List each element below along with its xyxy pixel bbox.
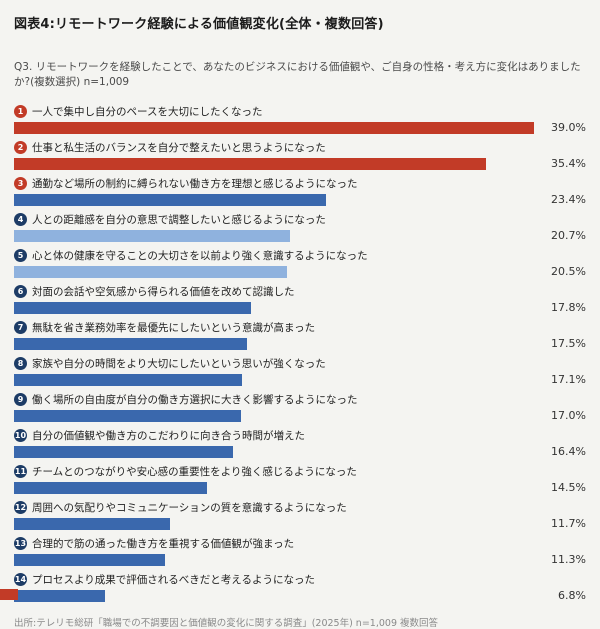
rank-badge: 6 — [14, 285, 27, 298]
bar — [14, 157, 486, 170]
rank-badge: 8 — [14, 357, 27, 370]
report-page: 図表4:リモートワーク経験による価値観変化(全体・複数回答) Q3. リモートワ… — [14, 17, 586, 629]
category-label: 周囲への気配りやコミュニケーションの質を意識するようになった — [32, 502, 347, 514]
bar-track — [14, 481, 534, 494]
category-label: 人との距離感を自分の意思で調整したいと感じるようになった — [32, 214, 326, 226]
category-label: 家族や自分の時間をより大切にしたいという思いが強くなった — [32, 358, 326, 370]
bar — [14, 373, 242, 386]
chart-row: 13 合理的で筋の通った働き方を重視する価値観が強まった 11.3% — [14, 536, 586, 566]
category-label: 対面の会話や空気感から得られる価値を改めて認識した — [32, 286, 295, 298]
rank-badge: 1 — [14, 105, 27, 118]
rank-badge: 3 — [14, 177, 27, 190]
question-text: Q3. リモートワークを経験したことで、あなたのビジネスにおける価値観や、ご自身… — [14, 61, 581, 88]
value-label: 11.7% — [551, 517, 586, 530]
bar-track — [14, 589, 534, 602]
rank-badge: 5 — [14, 249, 27, 262]
chart-row: 14 プロセスより成果で評価されるべきだと考えるようになった 6.8% — [14, 572, 586, 602]
bar-track — [14, 229, 534, 242]
bar-track — [14, 517, 534, 530]
value-label: 35.4% — [551, 157, 586, 170]
chart-row: 2 仕事と私生活のバランスを自分で整えたいと思うようになった 35.4% — [14, 140, 586, 170]
bar — [14, 265, 288, 278]
rank-badge: 11 — [14, 465, 27, 478]
chart-row: 6 対面の会話や空気感から得られる価値を改めて認識した 17.8% — [14, 284, 586, 314]
bar-track — [14, 373, 534, 386]
category-label: 合理的で筋の通った働き方を重視する価値観が強まった — [32, 538, 295, 550]
bar — [14, 193, 326, 206]
rank-badge: 12 — [14, 501, 27, 514]
bar — [14, 589, 105, 602]
bar-track — [14, 337, 534, 350]
bar-track — [14, 553, 534, 566]
bar-track — [14, 301, 534, 314]
value-label: 17.1% — [551, 373, 586, 386]
category-label: チームとのつながりや安心感の重要性をより強く感じるようになった — [32, 466, 357, 478]
value-label: 11.3% — [551, 553, 586, 566]
category-label: 仕事と私生活のバランスを自分で整えたいと思うようになった — [32, 142, 326, 154]
chart-row: 10 自分の価値観や働き方のこだわりに向き合う時間が増えた 16.4% — [14, 428, 586, 458]
bar — [14, 445, 233, 458]
bar — [14, 229, 290, 242]
bar — [14, 517, 170, 530]
chart-title: 図表4:リモートワーク経験による価値観変化(全体・複数回答) — [14, 17, 384, 32]
chart-row: 7 無駄を省き業務効率を最優先にしたいという意識が高まった 17.5% — [14, 320, 586, 350]
category-label: 自分の価値観や働き方のこだわりに向き合う時間が増えた — [32, 430, 305, 442]
value-label: 14.5% — [551, 481, 586, 494]
chart-row: 11 チームとのつながりや安心感の重要性をより強く感じるようになった 14.5% — [14, 464, 586, 494]
rank-badge: 9 — [14, 393, 27, 406]
chart-row: 9 働く場所の自由度が自分の働き方選択に大きく影響するようになった 17.0% — [14, 392, 586, 422]
rank-badge: 2 — [14, 141, 27, 154]
bar-track — [14, 445, 534, 458]
rank-badge: 13 — [14, 537, 27, 550]
category-label: 一人で集中し自分のペースを大切にしたくなった — [32, 106, 263, 118]
value-label: 17.8% — [551, 301, 586, 314]
category-label: 通勤など場所の制約に縛られない働き方を理想と感じるようになった — [32, 178, 358, 190]
source-note: 出所:テレリモ総研「職場での不調要因と価値観の変化に関する調査」(2025年) … — [14, 618, 439, 629]
rank-badge: 7 — [14, 321, 27, 334]
rank-badge: 14 — [14, 573, 27, 586]
rank-badge: 4 — [14, 213, 27, 226]
category-label: 働く場所の自由度が自分の働き方選択に大きく影響するようになった — [32, 394, 358, 406]
bar-track — [14, 193, 534, 206]
bar-chart: 1 一人で集中し自分のペースを大切にしたくなった 39.0% 2 仕事と私生活のバランス… — [14, 104, 586, 602]
chart-row: 12 周囲への気配りやコミュニケーションの質を意識するようになった 11.7% — [14, 500, 586, 530]
chart-row: 1 一人で集中し自分のペースを大切にしたくなった 39.0% — [14, 104, 586, 134]
value-label: 16.4% — [551, 445, 586, 458]
value-label: 17.5% — [551, 337, 586, 350]
value-label: 6.8% — [558, 589, 586, 602]
bar — [14, 337, 248, 350]
category-label: プロセスより成果で評価されるべきだと考えるようになった — [32, 574, 315, 586]
chart-row: 4 人との距離感を自分の意思で調整したいと感じるようになった 20.7% — [14, 212, 586, 242]
bar-track — [14, 157, 534, 170]
value-label: 20.7% — [551, 229, 586, 242]
bar — [14, 553, 165, 566]
accent-mark — [0, 589, 18, 600]
value-label: 17.0% — [551, 409, 586, 422]
bar-track — [14, 265, 534, 278]
rank-badge: 10 — [14, 429, 27, 442]
bar-track — [14, 121, 534, 134]
chart-row: 3 通勤など場所の制約に縛られない働き方を理想と感じるようになった 23.4% — [14, 176, 586, 206]
chart-row: 5 心と体の健康を守ることの大切さを以前より強く意識するようになった 20.5% — [14, 248, 586, 278]
category-label: 心と体の健康を守ることの大切さを以前より強く意識するようになった — [32, 250, 368, 262]
bar — [14, 121, 534, 134]
category-label: 無駄を省き業務効率を最優先にしたいという意識が高まった — [32, 322, 316, 334]
bar-track — [14, 409, 534, 422]
value-label: 23.4% — [551, 193, 586, 206]
value-label: 39.0% — [551, 121, 586, 134]
chart-row: 8 家族や自分の時間をより大切にしたいという思いが強くなった 17.1% — [14, 356, 586, 386]
bar — [14, 409, 241, 422]
bar — [14, 301, 252, 314]
bar — [14, 481, 208, 494]
value-label: 20.5% — [551, 265, 586, 278]
